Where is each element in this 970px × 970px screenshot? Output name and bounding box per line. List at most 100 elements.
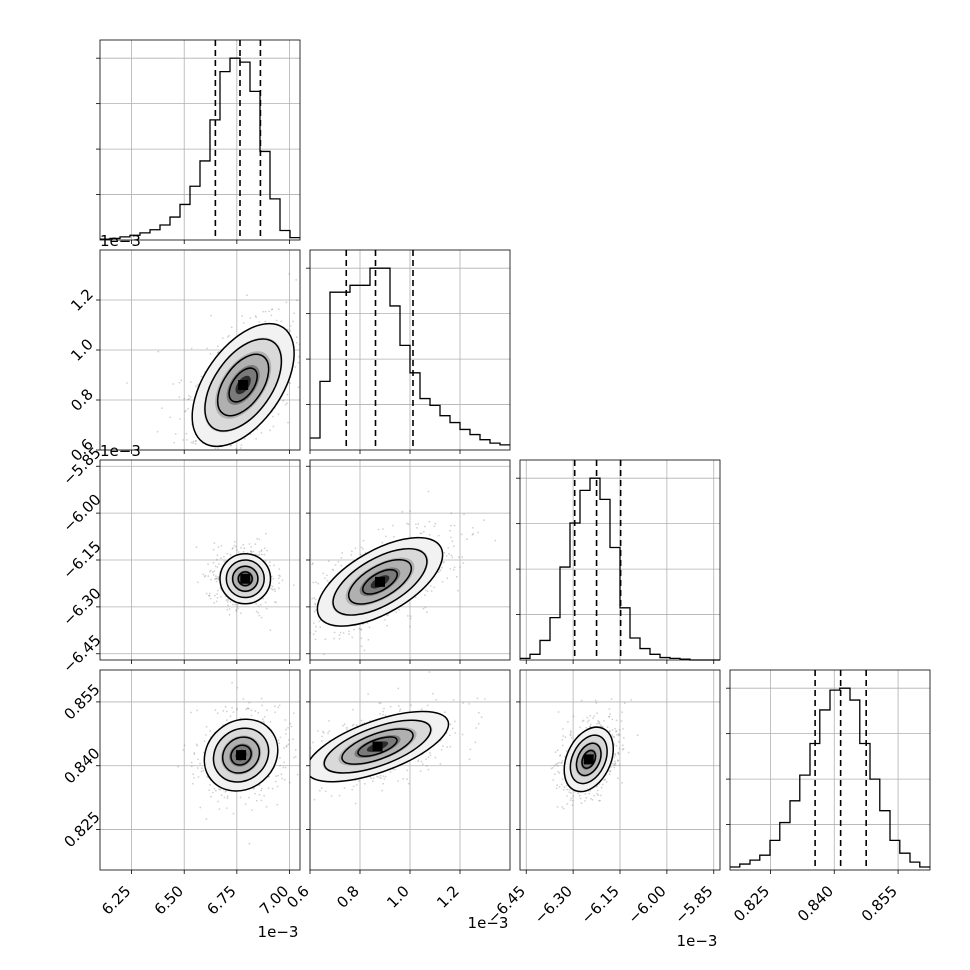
x-tick-label-1-0: 0.6 — [283, 882, 313, 912]
pair-1-0-point — [255, 316, 257, 319]
pair-3-2-point — [569, 799, 572, 801]
pair-panel-3-2 — [516, 669, 721, 874]
pair-3-0-point — [278, 704, 281, 707]
pair-2-0-point — [217, 546, 220, 548]
pair-3-0-point — [266, 709, 268, 712]
pair-2-1-point — [409, 510, 411, 513]
pair-3-1-point — [452, 699, 455, 701]
y-tick-label-1-2: 1.0 — [67, 335, 97, 365]
pair-1-0-point — [286, 402, 288, 404]
pair-2-1-point — [448, 553, 450, 555]
pair-2-0-point — [213, 602, 216, 604]
pair-3-1-point — [468, 703, 471, 705]
pair-3-2-point — [609, 770, 611, 773]
pair-1-0-point — [294, 366, 297, 368]
pair-3-1-point — [382, 775, 385, 777]
pair-3-1-point — [321, 740, 323, 742]
pair-1-0-point — [275, 319, 278, 322]
pair-3-0-contour-1 — [212, 727, 270, 783]
pair-3-1-point — [328, 720, 330, 722]
pair-3-0-point — [283, 747, 285, 749]
pair-3-0-point — [274, 711, 277, 714]
pair-3-1-point — [285, 763, 287, 765]
pair-3-2-point — [585, 726, 588, 729]
pair-1-0-point — [192, 440, 195, 443]
pair-2-0-point — [212, 573, 215, 576]
pair-1-0-point — [303, 352, 305, 354]
pair-2-1-point — [360, 637, 363, 640]
pair-3-2-point — [570, 731, 572, 734]
pair-2-1-point — [451, 556, 454, 559]
pair-1-0-point — [230, 444, 233, 447]
pair-3-1-point — [419, 770, 422, 772]
pair-3-0-point — [288, 781, 291, 784]
pair-2-0-point — [226, 601, 229, 603]
pair-3-0-point — [177, 765, 180, 768]
pair-3-1-point — [382, 710, 384, 713]
pair-3-1-point — [264, 800, 266, 802]
pair-3-2-point — [621, 782, 623, 784]
pair-2-1-point — [293, 578, 295, 580]
pair-2-1-point — [268, 640, 270, 642]
pair-2-0-point — [242, 550, 245, 553]
pair-3-0-point — [294, 749, 297, 751]
pair-1-0-point — [126, 382, 128, 384]
pair-3-2-point — [594, 699, 597, 702]
pair-3-2-point — [581, 720, 584, 722]
pair-1-0-contour-2 — [216, 353, 270, 417]
pair-2-0-point — [235, 545, 238, 548]
pair-3-1-point — [318, 789, 321, 792]
pair-2-0-point — [226, 552, 229, 555]
pair-3-2-point — [557, 711, 560, 713]
pair-1-0-point — [242, 322, 245, 324]
pair-2-0-point — [242, 543, 245, 546]
pair-3-0-point — [213, 788, 216, 790]
pair-3-2-point — [580, 699, 583, 702]
pair-3-0-point — [271, 787, 274, 790]
pair-3-0-point — [223, 796, 226, 799]
pair-3-1-point — [417, 760, 419, 763]
pair-3-1-point — [484, 698, 486, 700]
pair-3-2-point — [557, 765, 559, 767]
pair-2-1-point — [324, 638, 327, 640]
pair-3-0-point — [190, 761, 193, 764]
pair-3-2-point — [554, 751, 557, 753]
pair-1-0-point — [258, 321, 261, 323]
pair-2-0-point — [273, 588, 276, 591]
pair-3-1-point — [352, 708, 354, 711]
pair-3-2-point — [566, 803, 569, 805]
pair-2-0-point — [237, 551, 240, 553]
pair-2-0-point — [235, 608, 237, 611]
pair-2-0-point — [250, 546, 253, 548]
pair-2-1-point — [314, 603, 317, 606]
pair-1-0-point — [206, 347, 208, 350]
pair-2-1-point — [339, 631, 342, 634]
pair-2-0-point — [281, 579, 284, 582]
pair-3-2-content — [550, 698, 639, 810]
pair-3-0-point — [248, 796, 250, 799]
pair-1-0-contour-3 — [228, 367, 258, 403]
pair-1-0-point — [190, 347, 193, 350]
pair-2-0-point — [258, 614, 261, 617]
pair-2-1-content — [268, 490, 497, 656]
pair-3-2-point — [556, 784, 559, 787]
x-tick-label-1-1: 0.8 — [333, 882, 363, 912]
pair-3-1-point — [376, 775, 378, 778]
pair-2-1-point — [360, 628, 362, 631]
pair-1-0-contour-1 — [204, 338, 283, 432]
pair-3-1-content — [264, 671, 486, 805]
pair-2-0-point — [255, 610, 258, 613]
pair-3-0-point — [252, 788, 255, 790]
pair-3-1-point — [402, 778, 405, 780]
pair-3-2-point — [578, 794, 581, 797]
pair-1-0-point — [301, 394, 303, 396]
pair-3-2-point — [564, 736, 567, 739]
pair-2-0-point — [216, 596, 219, 599]
pair-2-1-point — [387, 614, 390, 616]
pair-2-1-point — [407, 523, 410, 526]
pair-3-2-point — [609, 730, 611, 732]
pair-3-2-point — [561, 744, 564, 747]
pair-2-1-point — [381, 541, 384, 544]
pair-2-1-contour-0 — [316, 536, 444, 627]
pair-1-0-point — [303, 353, 305, 355]
